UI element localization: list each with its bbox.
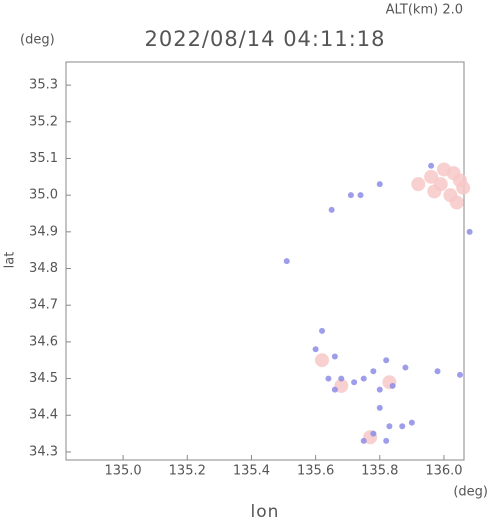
echo-point bbox=[376, 386, 383, 393]
y-tick-label: 34.9 bbox=[29, 224, 58, 239]
echo-point bbox=[319, 327, 326, 334]
y-tick-label: 35.2 bbox=[29, 114, 58, 129]
y-tick-label: 34.6 bbox=[29, 334, 58, 349]
chart-title: 2022/08/14 04:11:18 bbox=[144, 27, 385, 51]
x-unit: (deg) bbox=[453, 485, 488, 500]
echo-point bbox=[370, 368, 377, 375]
echo-point bbox=[331, 386, 338, 393]
echo-point bbox=[389, 382, 396, 389]
echo-point bbox=[466, 228, 473, 235]
echo-point bbox=[411, 177, 426, 192]
echo-point bbox=[360, 437, 367, 444]
x-tick-label: 135.0 bbox=[104, 464, 141, 479]
echo-point bbox=[383, 437, 390, 444]
echo-point bbox=[386, 423, 393, 430]
echo-point bbox=[428, 162, 435, 169]
y-tick-label: 35.0 bbox=[29, 188, 58, 203]
echo-point bbox=[351, 379, 358, 386]
echo-point bbox=[434, 368, 441, 375]
echo-point bbox=[370, 430, 377, 437]
echo-point bbox=[331, 353, 338, 360]
y-unit: (deg) bbox=[20, 33, 55, 48]
y-tick-label: 34.3 bbox=[29, 444, 58, 459]
echo-point bbox=[312, 346, 319, 353]
echo-point bbox=[376, 404, 383, 411]
echo-point bbox=[357, 192, 364, 199]
echo-point bbox=[338, 375, 345, 382]
echo-point bbox=[399, 423, 406, 430]
x-axis-label: lon bbox=[251, 502, 280, 521]
subtitle: ALT(km) 2.0 bbox=[386, 3, 463, 18]
y-axis-label: lat bbox=[3, 252, 18, 269]
y-tick-label: 35.1 bbox=[29, 151, 58, 166]
echo-point bbox=[456, 180, 471, 195]
y-tick-label: 34.7 bbox=[29, 298, 58, 313]
x-tick-label: 135.4 bbox=[233, 464, 270, 479]
x-tick-label: 135.2 bbox=[169, 464, 206, 479]
echo-point bbox=[408, 419, 415, 426]
y-tick-label: 34.8 bbox=[29, 261, 58, 276]
echo-point bbox=[402, 364, 409, 371]
echo-point bbox=[283, 258, 290, 265]
echo-point bbox=[456, 371, 463, 378]
x-tick-label: 136.0 bbox=[425, 464, 462, 479]
echo-point bbox=[328, 206, 335, 213]
echo-point bbox=[383, 357, 390, 364]
echo-point bbox=[360, 375, 367, 382]
x-tick-label: 135.8 bbox=[361, 464, 398, 479]
y-tick-label: 34.4 bbox=[29, 408, 58, 423]
echo-point bbox=[436, 162, 451, 177]
echo-point bbox=[315, 353, 330, 368]
echo-point bbox=[449, 195, 464, 210]
echo-point bbox=[424, 169, 439, 184]
echo-point bbox=[347, 192, 354, 199]
y-tick-label: 35.3 bbox=[29, 78, 58, 93]
plot-frame bbox=[65, 61, 465, 461]
echo-point bbox=[376, 181, 383, 188]
y-tick-label: 34.5 bbox=[29, 371, 58, 386]
x-tick-label: 135.6 bbox=[297, 464, 334, 479]
echo-point bbox=[427, 184, 442, 199]
echo-point bbox=[325, 375, 332, 382]
